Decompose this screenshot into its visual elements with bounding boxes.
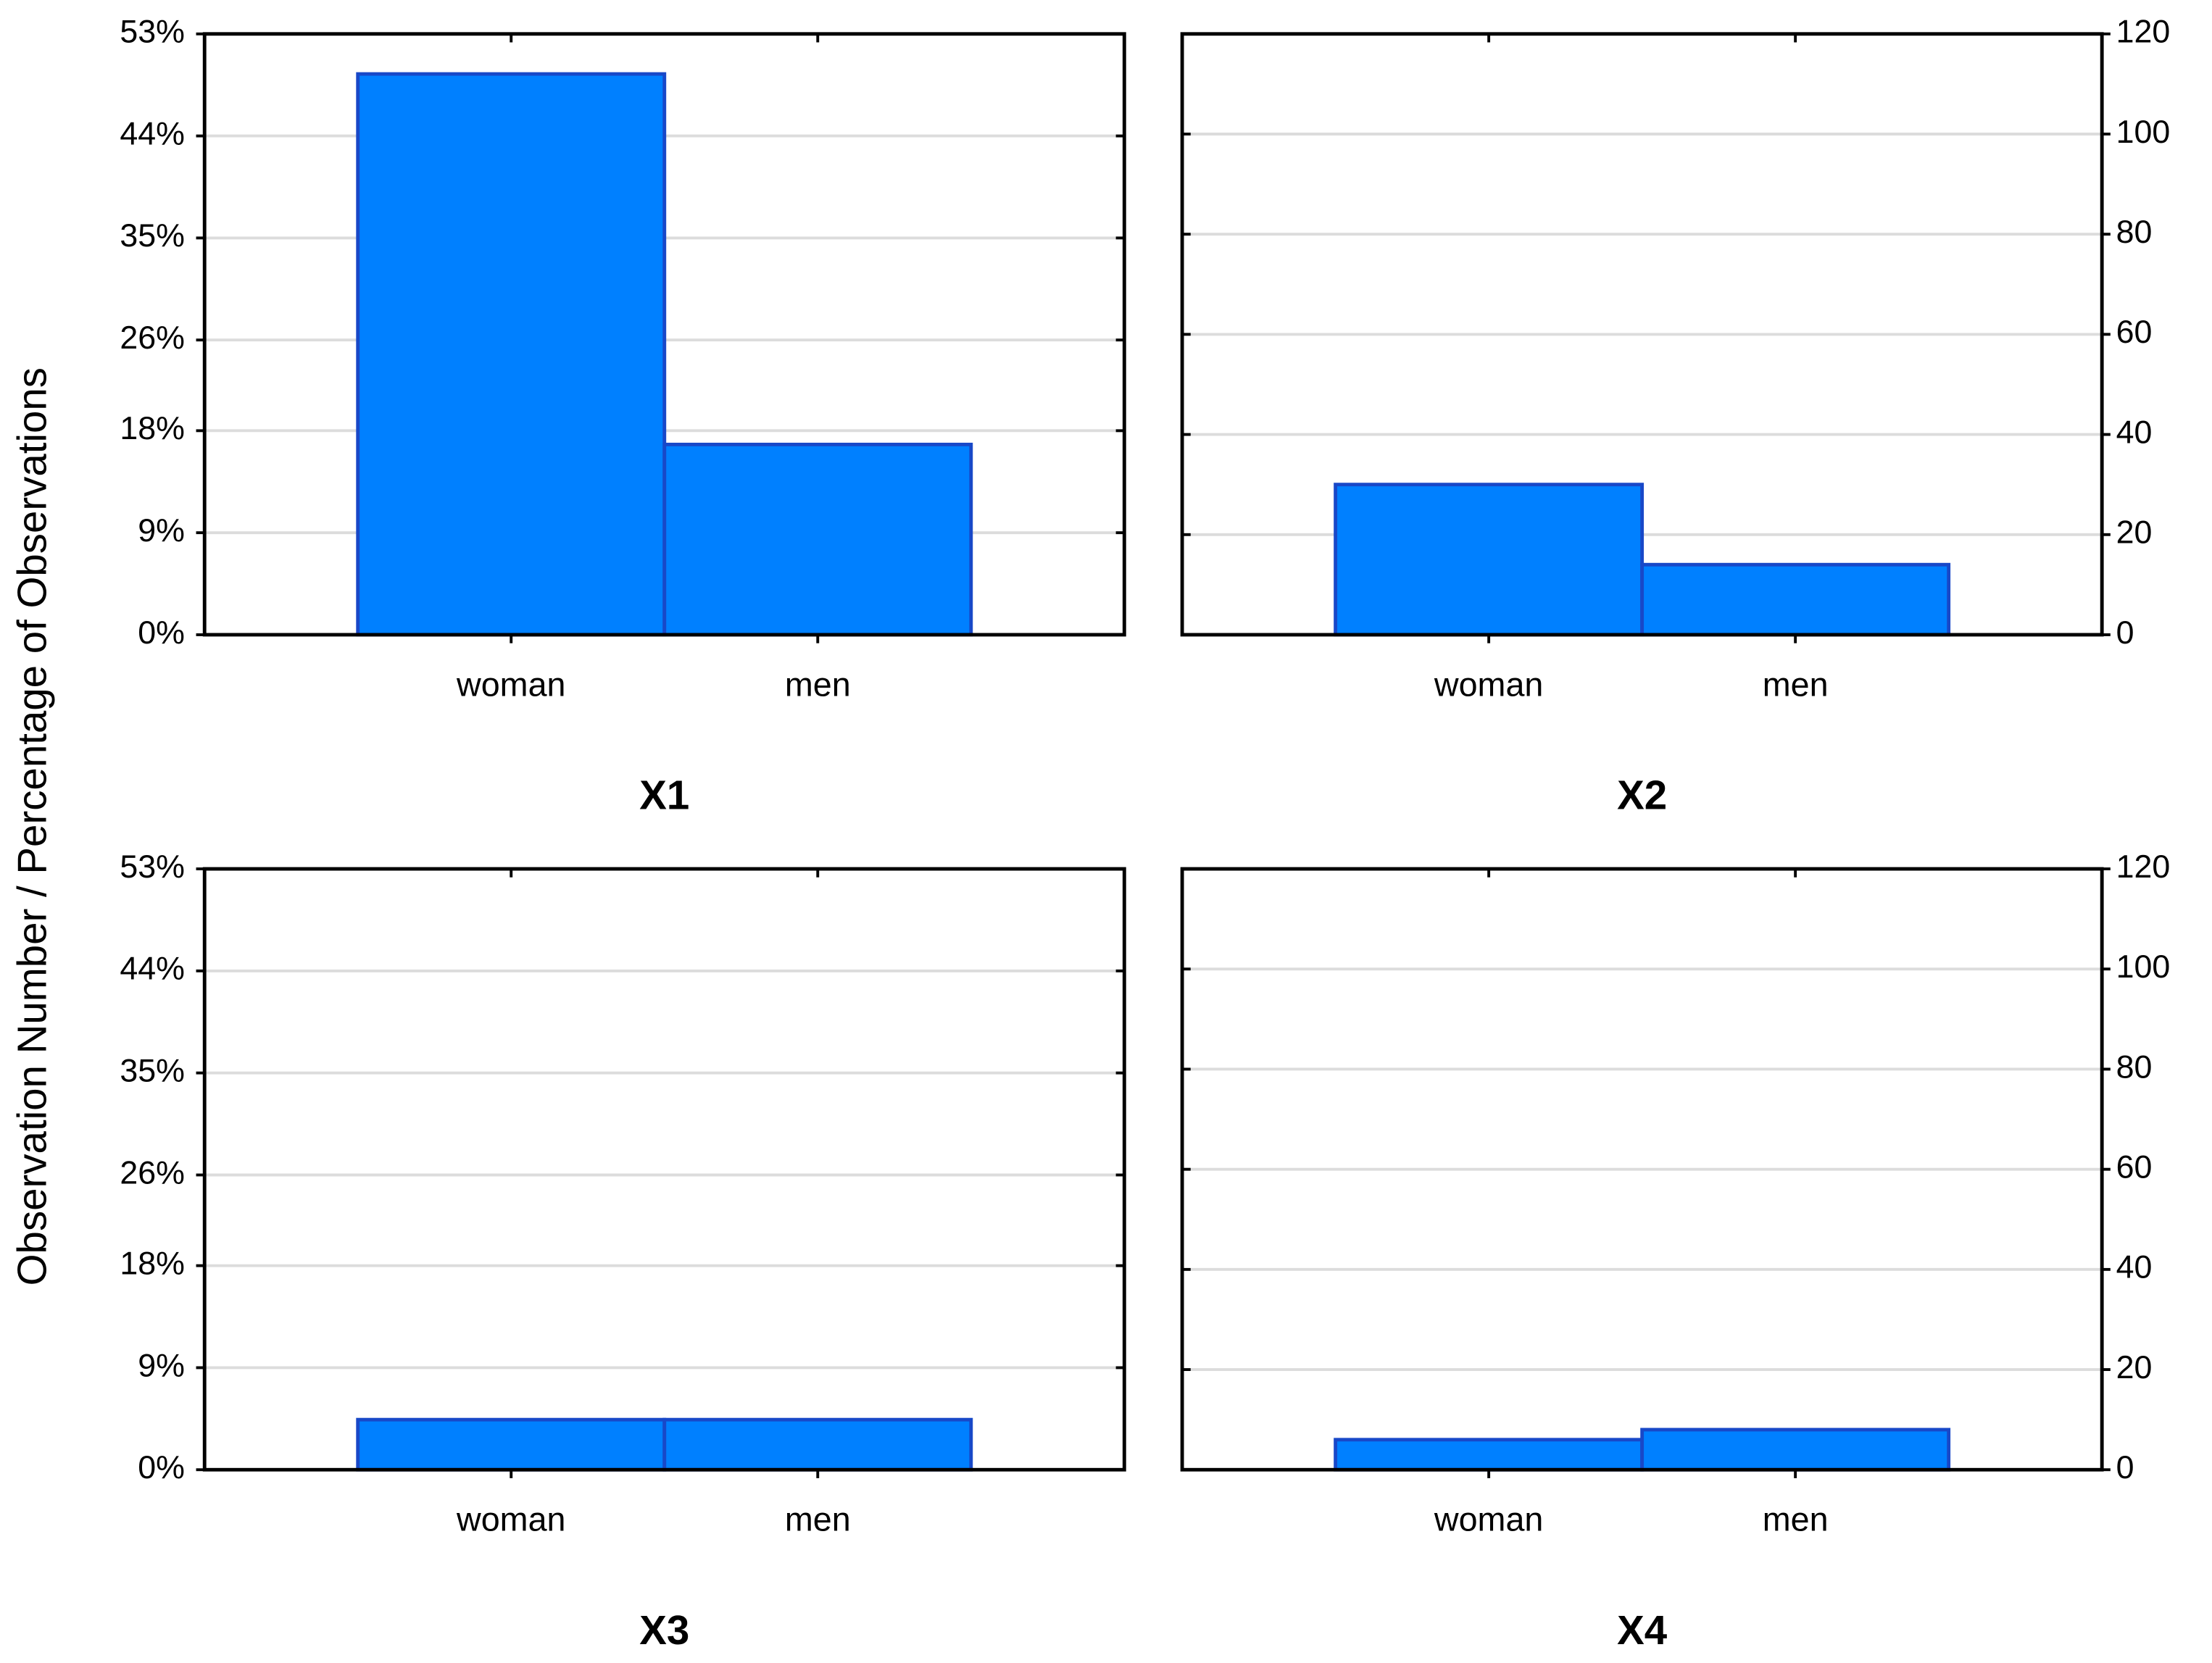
y-tick-label: 40 <box>2116 1249 2153 1285</box>
x-tick-label: woman <box>1434 1501 1544 1538</box>
panel-title: X1 <box>639 772 689 818</box>
panel: 0 20 40 60 80 100 120 woman men X2 <box>1180 14 2171 818</box>
y-tick-label: 100 <box>2116 949 2171 985</box>
y-tick-label: 60 <box>2116 314 2153 350</box>
bar <box>1334 483 1645 637</box>
panel: 0% 9% 18% 26% 35% 44% 53% woman men X3 <box>120 849 1126 1653</box>
bar <box>662 442 973 637</box>
bar <box>356 1417 667 1472</box>
y-tick-label: 53% <box>120 14 185 50</box>
y-tick-label: 20 <box>2116 1349 2153 1385</box>
panel: 0% 9% 18% 26% 35% 44% 53% woman men X1 <box>120 14 1126 818</box>
x-tick-label: men <box>1763 1501 1829 1538</box>
plot-frame <box>1180 32 2104 637</box>
y-tick-label: 60 <box>2116 1149 2153 1185</box>
x-tick-label: men <box>785 665 851 703</box>
x-tick-label: woman <box>1434 665 1544 703</box>
panel-title: X4 <box>1617 1607 1668 1653</box>
y-tick-label: 100 <box>2116 114 2171 150</box>
bar <box>1640 1427 1951 1472</box>
y-tick-label: 0 <box>2116 614 2134 651</box>
plot-frame <box>1180 867 2104 1472</box>
bar <box>356 72 667 637</box>
bar <box>1334 1438 1645 1472</box>
bar <box>1640 562 1951 637</box>
x-tick-label: woman <box>456 1501 566 1538</box>
bar <box>662 1417 973 1472</box>
y-tick-label: 120 <box>2116 849 2171 885</box>
y-tick-label: 9% <box>138 512 185 549</box>
panel-title: X2 <box>1617 772 1667 818</box>
x-tick-label: men <box>1763 665 1829 703</box>
y-tick-label: 0 <box>2116 1449 2134 1485</box>
y-tick-label: 44% <box>120 115 185 151</box>
y-tick-label: 120 <box>2116 14 2171 50</box>
y-tick-label: 0% <box>138 614 185 651</box>
y-tick-label: 18% <box>120 1245 185 1281</box>
panel-title: X3 <box>639 1607 689 1653</box>
y-tick-label: 80 <box>2116 214 2153 250</box>
y-tick-label: 44% <box>120 951 185 987</box>
panel: 0 20 40 60 80 100 120 woman men X4 <box>1180 849 2171 1653</box>
y-tick-label: 18% <box>120 410 185 446</box>
y-tick-label: 40 <box>2116 414 2153 450</box>
y-tick-label: 53% <box>120 849 185 885</box>
y-tick-label: 20 <box>2116 514 2153 551</box>
x-tick-label: woman <box>456 665 566 703</box>
plot-frame <box>202 32 1126 637</box>
y-axis-label: Observation Number / Percentage of Obser… <box>9 367 55 1285</box>
y-tick-label: 80 <box>2116 1049 2153 1085</box>
y-tick-label: 26% <box>120 320 185 356</box>
plot-frame <box>202 867 1126 1472</box>
y-tick-label: 26% <box>120 1154 185 1191</box>
y-tick-label: 35% <box>120 1053 185 1089</box>
y-tick-label: 0% <box>138 1449 185 1485</box>
y-tick-label: 35% <box>120 217 185 254</box>
y-tick-label: 9% <box>138 1347 185 1383</box>
x-tick-label: men <box>785 1501 851 1538</box>
